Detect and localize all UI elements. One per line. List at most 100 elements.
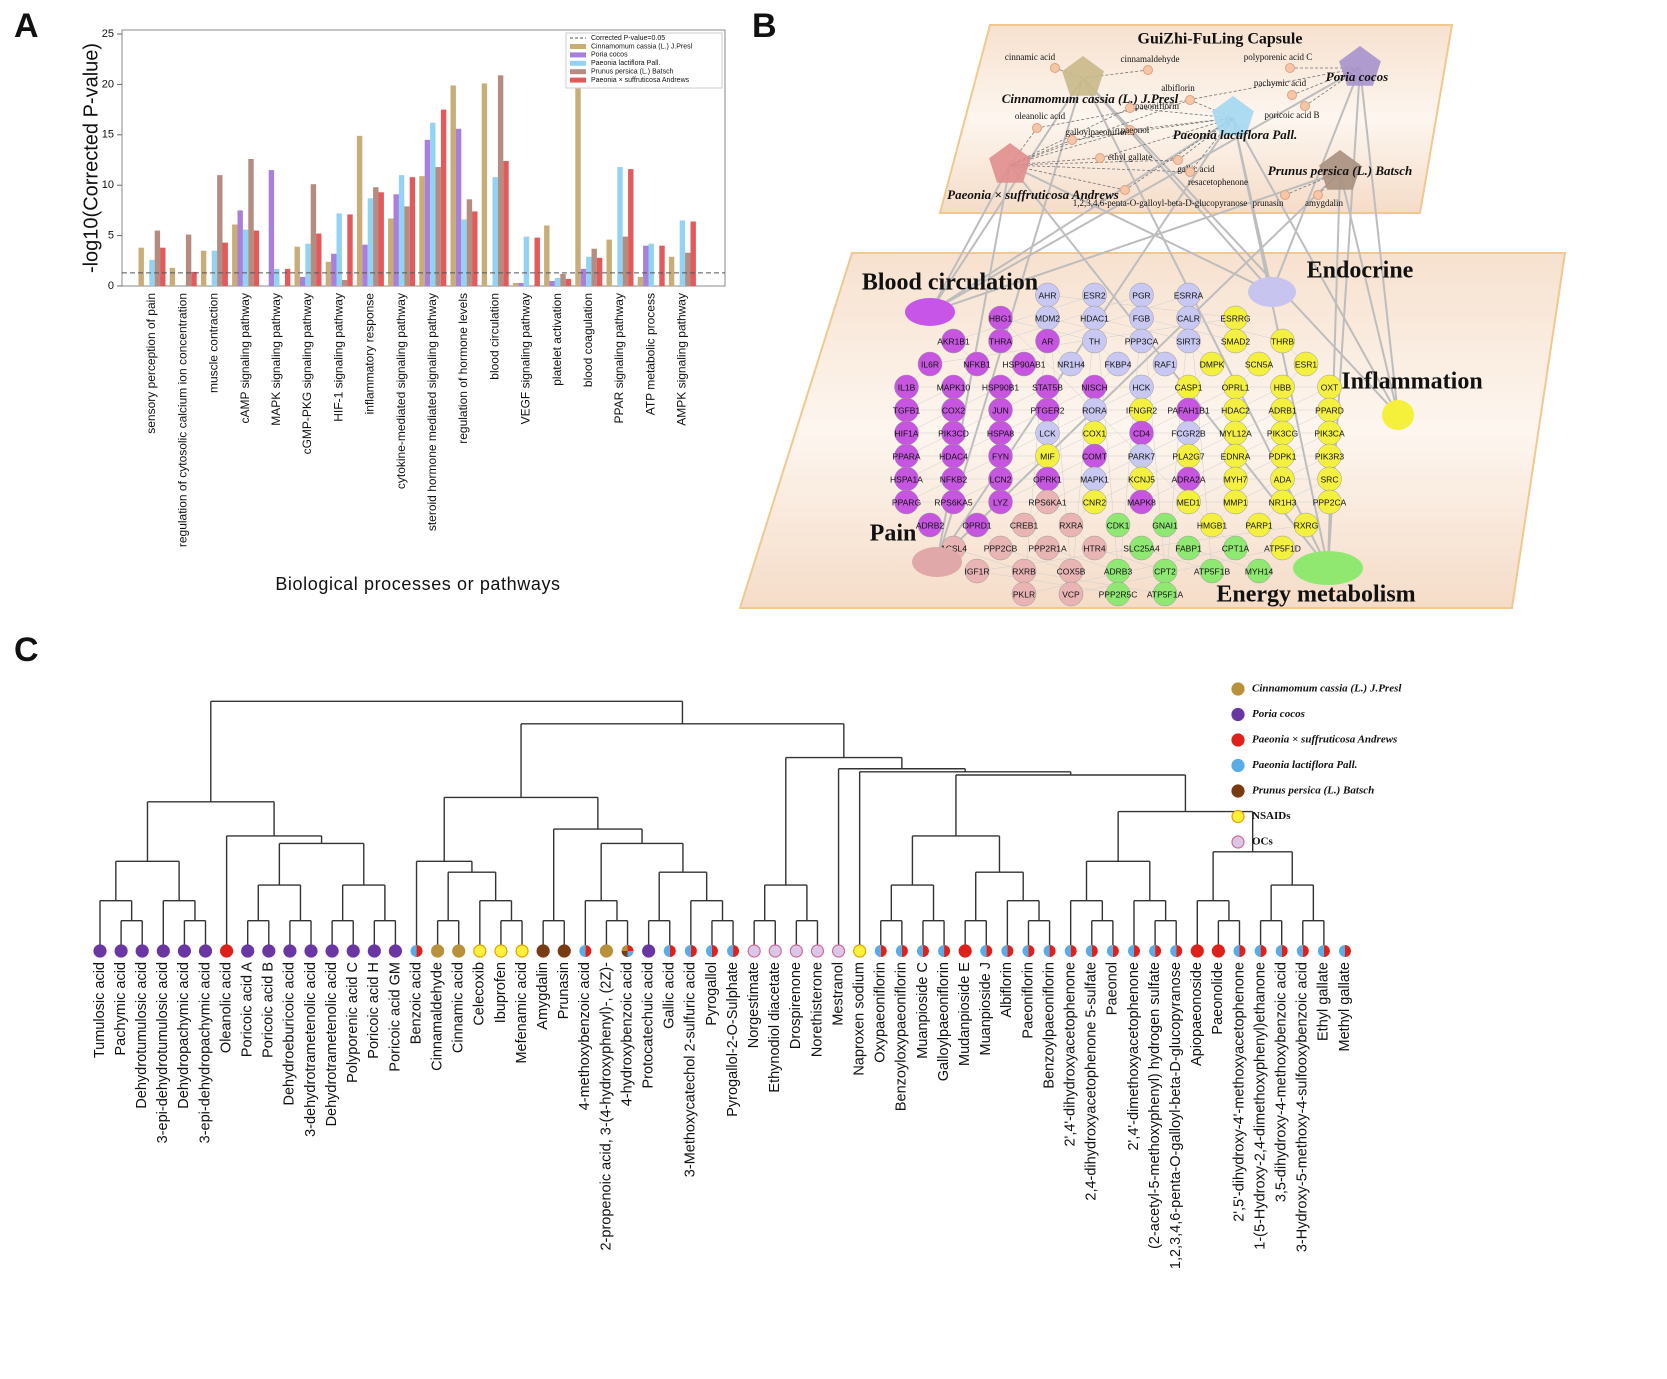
leaf-label: 3-Hydroxy-5-methoxy-4-sulfooxybenzoic ac… (1295, 962, 1311, 1252)
leaf-label: Paeoniflorin (1020, 962, 1036, 1039)
gene-edge (1023, 570, 1166, 595)
gene-label: CNR2 (1083, 497, 1106, 507)
gene-node (1270, 535, 1295, 561)
gene-label: PPARG (892, 497, 921, 507)
leaf-dot (922, 945, 929, 957)
x-tick-label: ATP metabolic process (643, 293, 657, 415)
compound-label: paeonol (1121, 125, 1150, 135)
leaf-dot (1149, 945, 1156, 957)
bar (643, 245, 649, 286)
gene-label: FABP1 (1175, 543, 1202, 553)
leaf-label: Dehydropachymic acid (176, 962, 192, 1109)
bar (679, 220, 686, 286)
leaf-label: Mestranol (830, 962, 846, 1026)
leaf-dot (1049, 945, 1056, 957)
gene-label: ATP5F1B (1194, 566, 1231, 576)
compound-node (1143, 65, 1153, 75)
gene-label: PLA2G7 (1172, 451, 1204, 461)
compound-label: ethyl gallate (1108, 152, 1152, 162)
gene-label: NFKB1 (963, 359, 991, 369)
gene-label: PKLR (1013, 589, 1035, 599)
gene-label: LCK (1039, 428, 1056, 438)
panel-label: C (14, 631, 39, 669)
leaf-label: Poricoic acid H (366, 962, 382, 1059)
leaf-label: 3,5-dihydroxy-4-methoxybenzoic acid (1274, 962, 1290, 1202)
edge (929, 164, 1011, 313)
panel-label: B (752, 7, 777, 45)
bar (274, 268, 280, 286)
edge (929, 67, 1361, 313)
legend-label: Cinnamomum cassia (L.) J.Presl (591, 43, 693, 50)
bar (268, 170, 275, 286)
leaf-dot (494, 944, 508, 958)
compound-label: prunasin (1253, 198, 1284, 208)
bar (160, 247, 166, 286)
gene-label: MDM2 (1035, 313, 1060, 323)
gene-label: MAPK10 (937, 382, 971, 392)
x-axis-title: Biological processes or pathways (275, 574, 560, 594)
leaf-dot (93, 944, 107, 958)
gene-label: SIRT3 (1177, 336, 1201, 346)
bar (232, 224, 238, 286)
leaf-label: Pachymic acid (113, 962, 129, 1055)
leaf-dot (1275, 945, 1282, 957)
leaf-label: Mefenamic acid (514, 962, 530, 1064)
bar (393, 194, 399, 286)
bar (169, 267, 176, 286)
y-tick-label: 0 (108, 280, 114, 292)
gene-edge (1094, 547, 1166, 572)
compound-node (1280, 190, 1290, 200)
x-tick-label: regulation of cytosolic calcium ion conc… (175, 293, 189, 547)
gene-label: RXRA (1059, 520, 1083, 530)
gene-node (1105, 351, 1131, 377)
bar (668, 256, 675, 286)
y-tick-label: 20 (102, 78, 114, 90)
leaf-dot (1064, 945, 1071, 957)
leaf-dot (727, 945, 734, 957)
bar (424, 139, 431, 286)
leaf-label: Naproxen sodium (851, 962, 867, 1076)
leaf-dot (177, 944, 192, 958)
leaf-label: 2,4-dihydroxyacetophenone 5-sulfate (1084, 962, 1100, 1201)
category-node (1382, 400, 1414, 430)
leaf-dot (831, 944, 846, 958)
leaf-dot (1070, 945, 1077, 957)
gene-label: RXRG (1294, 520, 1319, 530)
bar (362, 244, 368, 286)
gene-label: THRB (1271, 336, 1294, 346)
leaf-label: 4-methoxybenzoic acid (577, 962, 593, 1110)
gene-label: LCN2 (990, 474, 1012, 484)
gene-label: MAPK1 (1080, 474, 1109, 484)
bar (549, 280, 555, 286)
gene-edge (1047, 547, 1119, 572)
leaf-dot (262, 944, 276, 958)
leaf-dot (938, 945, 945, 957)
bar (466, 199, 473, 286)
compound-node (1313, 190, 1323, 200)
gene-edge (1047, 294, 1189, 342)
leaf-dot (1211, 944, 1225, 958)
edge (1009, 164, 1273, 293)
compound-node (1185, 95, 1195, 105)
bar (398, 175, 405, 286)
edge (1124, 117, 1234, 191)
gene-label: PPP2CB (984, 543, 1018, 553)
leaf-dot (789, 944, 803, 958)
gene-label: PAFAH1B1 (1167, 405, 1210, 415)
leaf-label: 1,2,3,4,6-penta-O-galloyl-beta-D-glucopy… (1168, 962, 1184, 1269)
bar (191, 271, 197, 286)
leaf-label: 3-epi-dehydropachymic acid (197, 962, 213, 1143)
bar (253, 230, 260, 286)
compound-label: resacetophenone (1188, 177, 1248, 187)
bar (388, 218, 394, 286)
leaf-dot (1106, 945, 1113, 957)
gene-node (1223, 489, 1248, 515)
leaf-dot (880, 945, 887, 957)
leaf-dot (684, 945, 691, 957)
category-node (1248, 277, 1296, 307)
gene-label: FGB (1133, 313, 1151, 323)
bar (648, 243, 654, 286)
x-tick-label: cGMP-PKG signaling pathway (300, 293, 314, 454)
gene-label: ADRB2 (916, 520, 945, 530)
leaf-label: Benzoyloxypaeoniflorin (894, 962, 910, 1111)
